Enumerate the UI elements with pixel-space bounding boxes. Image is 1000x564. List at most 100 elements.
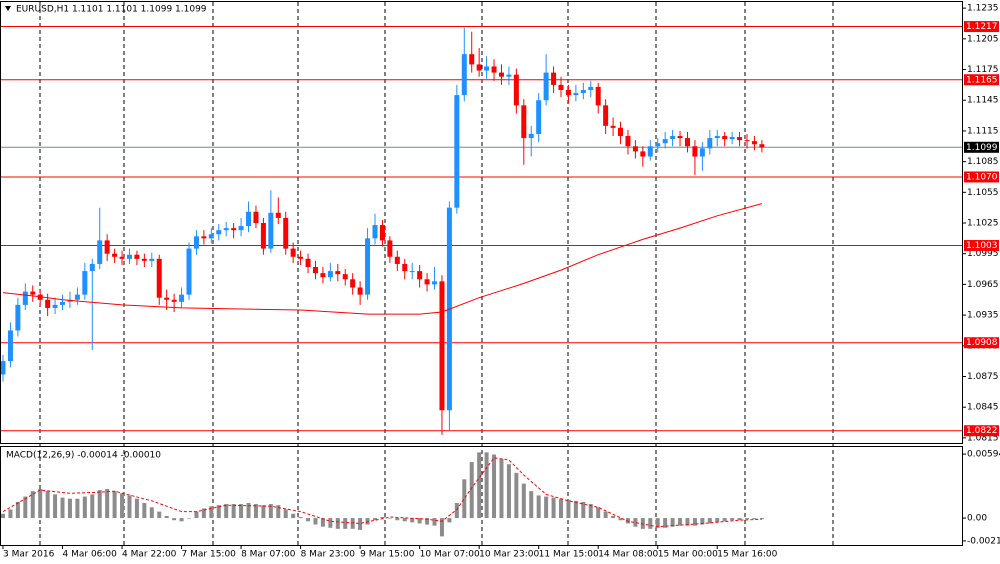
level-label: 1.0908 (966, 338, 998, 348)
candle-body (729, 137, 735, 140)
current-price-label: 1.1099 (966, 143, 998, 153)
x-tick-label: 8 Mar 07:00 (241, 550, 296, 560)
candle-body (699, 148, 705, 157)
x-tick-label: 15 Mar 16:00 (717, 550, 777, 560)
candle-body (610, 125, 616, 128)
candle-body (335, 271, 341, 275)
candle-body (238, 226, 244, 231)
candle-body (759, 144, 765, 148)
macd-bar (149, 507, 154, 519)
candle-body (104, 240, 110, 254)
macd-bar (566, 499, 571, 519)
macd-bar (82, 496, 87, 519)
macd-bar (328, 518, 333, 528)
macd-bar (142, 503, 147, 519)
candle-body (491, 66, 497, 73)
level-label: 1.1217 (966, 22, 998, 32)
y-tick-label: 1.0815 (967, 433, 999, 443)
macd-bar (663, 518, 668, 528)
candle-body (476, 64, 482, 71)
candle-body (119, 256, 125, 259)
level-label: 1.1070 (966, 172, 998, 182)
macd-bar (60, 497, 65, 519)
candle-body (580, 89, 586, 94)
macd-bar (581, 501, 586, 519)
candle-body (640, 151, 646, 157)
macd-bar (335, 518, 340, 529)
candle-body (662, 139, 668, 144)
candle-body (164, 297, 170, 300)
macd-bar (685, 518, 690, 526)
level-label-box (964, 337, 999, 349)
macd-bar (752, 518, 757, 520)
macd-bar (707, 518, 712, 524)
candle-body (298, 256, 304, 259)
x-tick-label: 15 Mar 00:00 (658, 550, 718, 560)
macd-bar (75, 498, 80, 519)
macd-bar (224, 504, 229, 519)
y-tick-label: 0.00594 (967, 450, 1000, 460)
candle-body (60, 301, 66, 305)
macd-bar (759, 518, 764, 520)
candle-body (342, 274, 348, 280)
macd-bar (320, 518, 325, 527)
macd-bar (730, 518, 735, 521)
candle-body (45, 299, 51, 308)
candle-body (409, 271, 415, 273)
y-tick-label: 1.1025 (967, 219, 999, 229)
y-tick-label: 1.1055 (967, 188, 999, 198)
macd-bar (417, 518, 422, 524)
macd-bar (246, 503, 251, 519)
candle-body (454, 95, 460, 208)
macd-bar (313, 518, 318, 525)
y-tick-label: 1.0845 (967, 403, 999, 413)
y-tick-label: 1.0935 (967, 311, 999, 321)
candle-body (312, 267, 318, 274)
candle-body (97, 240, 103, 264)
candle-body (692, 146, 698, 157)
macd-bar (1, 513, 5, 519)
candle-body (439, 281, 445, 411)
candle-body (751, 141, 757, 145)
candle-body (156, 258, 162, 298)
candle-body (469, 54, 475, 65)
macd-bar (127, 495, 132, 519)
candle-body (722, 136, 728, 140)
y-tick-label: 1.1145 (967, 96, 999, 106)
candle-body (528, 133, 534, 139)
candle-body (506, 74, 512, 77)
macd-bar (194, 511, 199, 519)
candle-body (15, 304, 21, 331)
menu-icon[interactable] (5, 6, 11, 11)
candle-body (193, 236, 199, 249)
candle-body (565, 89, 571, 96)
candle-body (268, 212, 274, 249)
macd-bar (544, 496, 549, 519)
x-tick-label: 4 Mar 06:00 (63, 550, 118, 560)
candle-body (179, 294, 185, 302)
macd-bar (492, 454, 497, 519)
level-label-box (964, 171, 999, 183)
price-panel-frame (0, 1, 963, 444)
candle-body (260, 223, 266, 249)
macd-bar (670, 518, 675, 527)
candle-body (595, 86, 601, 106)
macd-bar (447, 518, 452, 523)
candle-body (558, 84, 564, 90)
candle-body (126, 254, 132, 259)
candle-body (461, 54, 467, 96)
macd-bar (45, 491, 50, 519)
candle-body (417, 271, 423, 280)
x-tick-label: 9 Mar 15:00 (360, 550, 415, 560)
candle-body (22, 291, 28, 305)
macd-bar (157, 511, 162, 519)
macd-bar (439, 518, 444, 537)
candle-body (30, 291, 36, 295)
candle-body (379, 225, 385, 241)
candle-body (714, 136, 720, 139)
candle-body (744, 140, 750, 142)
macd-bar (209, 506, 214, 519)
candle-body (208, 234, 214, 239)
macd-bar (53, 494, 58, 519)
